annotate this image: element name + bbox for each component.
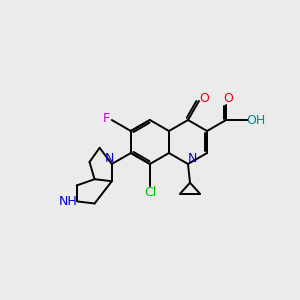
Text: OH: OH xyxy=(247,113,266,127)
Text: Cl: Cl xyxy=(144,187,156,200)
Text: NH: NH xyxy=(59,195,78,208)
Text: N: N xyxy=(105,152,115,166)
Text: O: O xyxy=(223,92,233,105)
Text: F: F xyxy=(103,112,110,124)
Text: O: O xyxy=(199,92,209,105)
Text: N: N xyxy=(187,152,197,166)
